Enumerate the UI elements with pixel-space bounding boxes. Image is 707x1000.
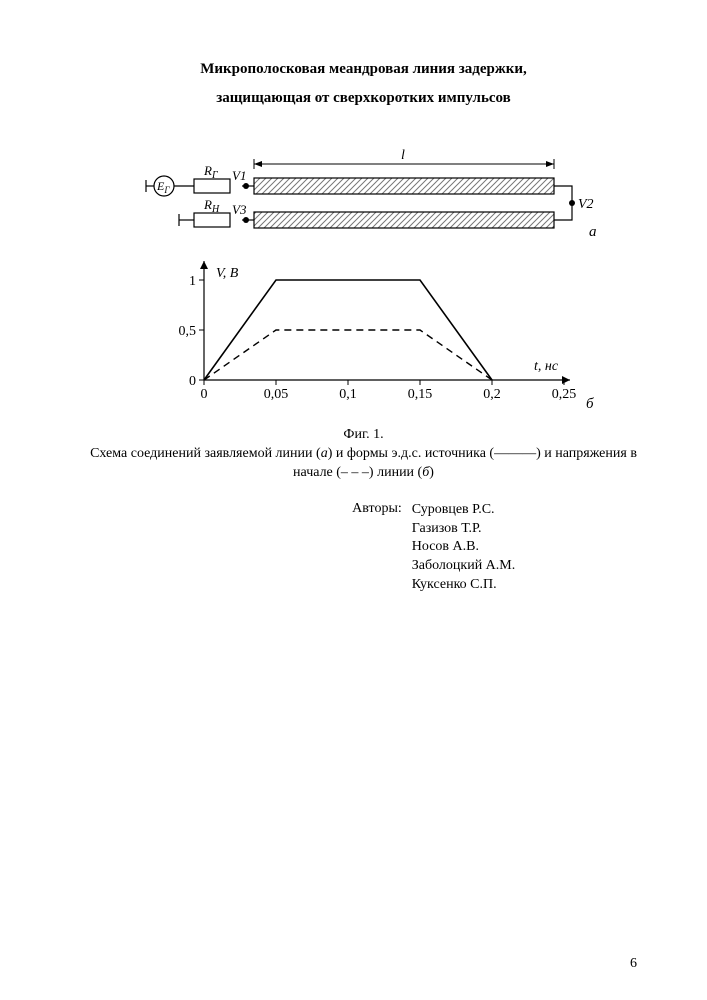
page-number: 6 (630, 956, 637, 972)
svg-text:0,5: 0,5 (178, 324, 196, 339)
page: Микрополосковая меандровая линия задержк… (0, 0, 707, 1000)
author-name: Носов А.В. (412, 538, 516, 557)
authors-label: Авторы: (212, 501, 412, 595)
author-name: Газизов Т.Р. (412, 520, 516, 539)
page-title: Микрополосковая меандровая линия задержк… (80, 55, 647, 112)
schematic-diagram: V2V1EГRГV3RНlа (124, 140, 604, 250)
voltage-chart: 0 0,05 0,1 0,15 0,2 0,25 0,5 1 0 V, В t, нс б (124, 250, 604, 420)
svg-text:а: а (589, 224, 597, 240)
svg-text:0,1: 0,1 (339, 387, 357, 402)
svg-text:V2: V2 (578, 197, 594, 212)
svg-text:1: 1 (189, 274, 196, 289)
figure: V2V1EГRГV3RНlа 00,050,10,150,20,250,510V… (124, 140, 604, 420)
svg-text:l: l (401, 148, 405, 163)
author-name: Заболоцкий А.М. (412, 557, 516, 576)
svg-text:t, нс: t, нс (534, 359, 559, 374)
svg-text:0,25: 0,25 (551, 387, 576, 402)
caption-text: Схема соединений заявляемой линии (а) и … (90, 446, 637, 480)
svg-text:V, В: V, В (216, 266, 239, 281)
title-line-1: Микрополосковая меандровая линия задержк… (200, 61, 527, 77)
svg-text:0: 0 (200, 387, 207, 402)
svg-text:0,05: 0,05 (263, 387, 288, 402)
title-line-2: защищающая от сверхкоротких импульсов (216, 90, 511, 106)
authors-list: Суровцев Р.С.Газизов Т.Р.Носов А.В.Забол… (412, 501, 516, 595)
svg-text:б: б (586, 396, 594, 412)
author-name: Куксенко С.П. (412, 576, 516, 595)
svg-text:0,2: 0,2 (483, 387, 501, 402)
svg-text:0,15: 0,15 (407, 387, 432, 402)
svg-text:RН: RН (203, 197, 220, 215)
caption-fig-label: Фиг. 1. (343, 427, 383, 442)
author-name: Суровцев Р.С. (412, 501, 516, 520)
authors-block: Авторы: Суровцев Р.С.Газизов Т.Р.Носов А… (80, 501, 647, 595)
svg-text:V1: V1 (232, 168, 246, 183)
svg-text:V3: V3 (232, 202, 247, 217)
svg-text:RГ: RГ (203, 163, 218, 181)
figure-caption: Фиг. 1. Схема соединений заявляемой лини… (80, 426, 647, 483)
svg-text:0: 0 (189, 374, 196, 389)
